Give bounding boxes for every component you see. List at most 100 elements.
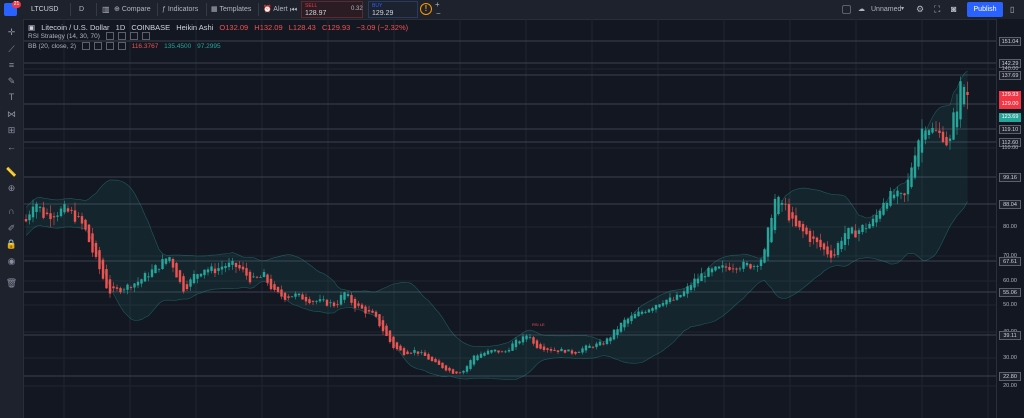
candle-body [605,338,609,344]
bb-settings-icon[interactable] [93,42,102,50]
rsi-more-icon[interactable] [141,32,150,40]
fullscreen-icon[interactable]: ⛶ [934,4,941,14]
candle-body [752,266,756,267]
candle-body [262,272,266,278]
settings-gear-icon[interactable]: ⚙ [916,4,925,14]
layout-name[interactable]: Unnamed [871,6,902,13]
candle-body [213,268,217,274]
symbol-title: Litecoin / U.S. Dollar [41,23,110,32]
rsi-settings-icon[interactable] [117,32,126,40]
publish-button[interactable]: Publish [967,2,1003,17]
camera-icon[interactable]: ◙ [951,4,957,14]
unlock-icon[interactable]: 🔒 [5,239,18,249]
candle-body [91,233,94,253]
candle-body [105,269,108,289]
candle-body [493,349,497,352]
templates-button[interactable]: ▦ Templates [211,0,251,19]
text-icon[interactable]: T [8,92,15,102]
candle-body [850,227,854,234]
lock-icon[interactable]: ✐ [7,223,16,233]
rsi-remove-icon[interactable] [129,32,138,40]
toolbar-divider [258,3,259,16]
trash-icon[interactable]: 🗑 [5,278,18,288]
candle-body [917,140,920,167]
zoom-icon[interactable]: ⊕ [7,183,16,193]
candle-body [672,299,675,301]
candle-body [532,337,535,344]
candle-body [56,215,59,217]
zoom-out-icon[interactable]: − [436,9,441,18]
buy-button[interactable]: BUY 129.29 [368,1,418,18]
spread-value: 0.32 [351,6,363,12]
price-axis-label: 140.00 [1001,65,1019,72]
sidebar-toggle-icon[interactable]: ▯ [1010,5,1015,14]
rsi-strategy-label[interactable]: RSI Strategy (14, 30, 70) [28,32,100,40]
bb-visibility-icon[interactable] [81,42,90,50]
candle-body [927,130,931,136]
candle-body [899,193,903,195]
candle-body [119,288,122,293]
candle-body [549,349,553,351]
zoom-in-icon[interactable]: + [435,0,440,9]
legend-close: C129.93 [321,23,351,32]
brush-icon[interactable]: ✎ [7,76,16,86]
prediction-icon[interactable]: ⊞ [7,125,16,135]
layout-dropdown-icon[interactable]: ▾ [901,6,905,12]
ruler-icon[interactable]: 📏 [5,167,18,177]
indicators-button[interactable]: ƒ Indicators [162,0,198,19]
candle-body [581,348,584,353]
candle-body [343,292,346,300]
price-axis[interactable] [996,19,1024,418]
candle-body [857,230,861,234]
candle-body [938,130,941,134]
candle-body [248,271,252,283]
candle-body [731,268,735,270]
candle-style-icon[interactable]: ▥ [102,5,110,14]
candle-body [903,193,906,196]
trend-line-icon[interactable]: ⟋ [8,44,15,54]
bb-more-icon[interactable] [117,42,126,50]
price-chart[interactable]: RSI LE [24,19,996,418]
magnet-icon[interactable]: ∩ [8,206,15,216]
replay-icon[interactable]: ⏮ [290,5,298,14]
symbol-search[interactable]: LTCUSD [31,6,59,13]
compare-button[interactable]: ⊕ Compare [114,0,151,19]
bb-label[interactable]: BB (20, close, 2) [28,42,77,50]
warning-icon[interactable]: ! [420,3,432,15]
candle-body [346,294,350,296]
price-axis-label: 22.80 [999,371,1021,381]
candle-body [808,230,812,242]
candle-body [59,208,63,217]
rsi-visibility-icon[interactable] [105,32,114,40]
candle-body [794,215,798,227]
price-axis-label: 30.00 [1003,354,1017,361]
candle-body [805,227,808,235]
candle-body [140,279,143,284]
crosshair-icon[interactable]: ✛ [7,27,16,37]
fullscreen-layout-icon[interactable] [842,5,851,14]
candle-body [812,236,815,239]
compare-label: Compare [121,6,151,13]
eye-icon[interactable]: ◉ [7,256,16,266]
alert-button[interactable]: ⏰ Alert [263,0,288,19]
bb-remove-icon[interactable] [105,42,114,50]
candle-body [392,336,395,348]
fib-icon[interactable]: ≡ [8,60,15,70]
interval-button[interactable]: D [79,6,85,13]
candle-body [322,299,325,301]
candle-body [451,369,455,374]
candle-body [546,348,549,350]
sell-button[interactable]: SELL 128.97 [301,1,363,18]
candle-body [560,348,563,352]
collapse-legend-icon[interactable]: ▣ [28,23,36,32]
candle-body [871,218,875,227]
back-arrow-icon[interactable]: ← [7,142,16,152]
candle-body [591,346,595,348]
legend-interval: 1D [115,23,126,32]
candle-body [696,278,700,284]
candle-body [455,371,458,374]
pattern-icon[interactable]: ⋈ [7,109,16,119]
candle-body [710,268,714,273]
candle-body [542,346,546,351]
alert-label: Alert [273,6,288,13]
